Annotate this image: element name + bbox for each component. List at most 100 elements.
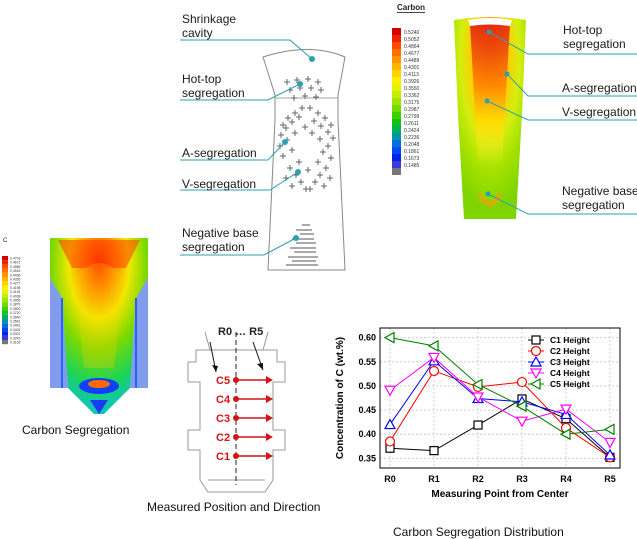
legend-swatch: [2, 314, 8, 319]
data-point: [516, 376, 528, 388]
legend-swatch: [392, 154, 401, 161]
measure-point-label: C2: [216, 432, 230, 444]
legend-value: 0.4436: [10, 273, 20, 277]
label-v-segregation: V-segregation: [182, 177, 257, 191]
legend-swatch: [2, 298, 8, 303]
contour-label-v-segregation: V-segregation: [562, 105, 637, 119]
legend-swatch: [392, 28, 401, 35]
legend-swatch: [392, 161, 401, 168]
data-point: [429, 446, 439, 456]
series: [384, 365, 616, 463]
legend-swatch: [392, 133, 401, 140]
legend-swatch: [392, 42, 401, 49]
y-tick-label: 0.60: [358, 333, 376, 343]
x-axis-label: Measuring Point from Center: [431, 489, 568, 500]
x-tick-label: R4: [560, 474, 572, 484]
data-point: [559, 428, 571, 441]
legend-value: 0.3175: [404, 100, 420, 106]
data-point: [603, 423, 615, 436]
measure-arrow-head: [266, 376, 273, 384]
series-line: [389, 356, 611, 443]
measure-point-label: C4: [216, 394, 231, 406]
legend-swatch: [2, 256, 8, 261]
y-tick-label: 0.40: [358, 429, 376, 439]
legend-swatch: [2, 272, 8, 277]
contour-title: Carbon: [397, 3, 425, 13]
data-point: [529, 368, 543, 380]
legend-swatch: [2, 268, 8, 273]
legend-swatch: [2, 340, 8, 345]
legend-value: 0.2799: [404, 114, 420, 120]
legend-value: 0.3800: [10, 307, 20, 311]
legend-swatch: [2, 264, 8, 269]
legend-value: 0.3926: [404, 79, 420, 85]
legend-value: 0.4864: [404, 44, 420, 50]
data-point: [530, 345, 542, 357]
y-tick-label: 0.55: [358, 357, 376, 367]
schematic-leaders: [180, 39, 313, 256]
data-point: [383, 331, 395, 344]
legend-value: 0.1673: [404, 156, 420, 162]
legend-value: 0.3959: [10, 299, 20, 303]
legend-swatch: [392, 70, 401, 77]
legend-swatch: [2, 327, 8, 332]
measure-point-label: C3: [216, 413, 230, 425]
data-point: [531, 335, 541, 345]
data-point: [427, 352, 441, 364]
legend-swatch: [2, 310, 8, 315]
data-point: [473, 420, 483, 430]
data-point: [383, 385, 397, 397]
legend-swatch: [392, 91, 401, 98]
legend-swatch: [2, 323, 8, 328]
legend-swatch: [2, 281, 8, 286]
series: [385, 394, 615, 462]
legend-value: 0.3243: [10, 336, 20, 340]
y-tick-label: 0.35: [358, 453, 376, 463]
measure-arrow-head: [266, 414, 273, 422]
legend-value: 0.3163: [10, 341, 20, 345]
legend-swatch: [392, 56, 401, 63]
legend-value: 0.4672: [10, 261, 20, 265]
segregation-chart: 0.35 0.40 0.45 0.50 0.55 0.60 R0 R1 R2 R3 R4 R5 Meas…: [335, 327, 621, 500]
data-point: [529, 377, 541, 391]
small-contour-legend: 0.47030.46720.45860.45160.44360.43550.42…: [2, 256, 20, 345]
legend-swatch: [2, 289, 8, 294]
legend-value: 0.2048: [404, 142, 420, 148]
data-point: [529, 355, 543, 367]
legend-swatch: [2, 293, 8, 298]
legend-value: 0.3481: [10, 324, 20, 328]
plot-frame: [379, 327, 621, 469]
data-point: [559, 404, 573, 416]
data-point: [384, 436, 396, 447]
legend-swatch: [2, 260, 8, 265]
contour-ingot: [454, 17, 526, 219]
measure-arrow-head: [266, 433, 273, 441]
schematic-leader-dots: [282, 56, 315, 241]
legend-swatch: [2, 335, 8, 340]
series-line: [389, 337, 611, 435]
legend-value: 0.4038: [10, 294, 20, 298]
legend-swatch: [2, 285, 8, 290]
contour-legend-bar: 0.52400.50520.48640.46770.44890.43010.41…: [392, 28, 420, 175]
legend-value: 0.4677: [404, 51, 420, 57]
legend-swatch: [392, 35, 401, 42]
legend-value: 0.3322: [10, 332, 20, 336]
legend-entry: C1 Height: [550, 335, 590, 345]
contour-label-negative-base: Negative base segregation: [562, 184, 637, 212]
legend-swatch: [392, 119, 401, 126]
measure-arrow-head: [266, 395, 273, 403]
legend-value: 0.1861: [404, 149, 420, 155]
data-point: [471, 392, 485, 404]
legend-value: 0.1485: [404, 163, 420, 169]
series: [383, 352, 617, 449]
measure-arrow-head: [266, 452, 273, 460]
legend-value: 0.2987: [404, 107, 420, 113]
legend-value: 0.3550: [404, 86, 420, 92]
legend-value: 0.4113: [404, 72, 419, 78]
legend-value: 0.2236: [404, 135, 420, 141]
measure-diagram: C5 C4 C3 C2 C1: [187, 331, 286, 493]
legend-value: 0.3879: [10, 303, 20, 307]
legend-value: 0.3362: [404, 93, 420, 99]
